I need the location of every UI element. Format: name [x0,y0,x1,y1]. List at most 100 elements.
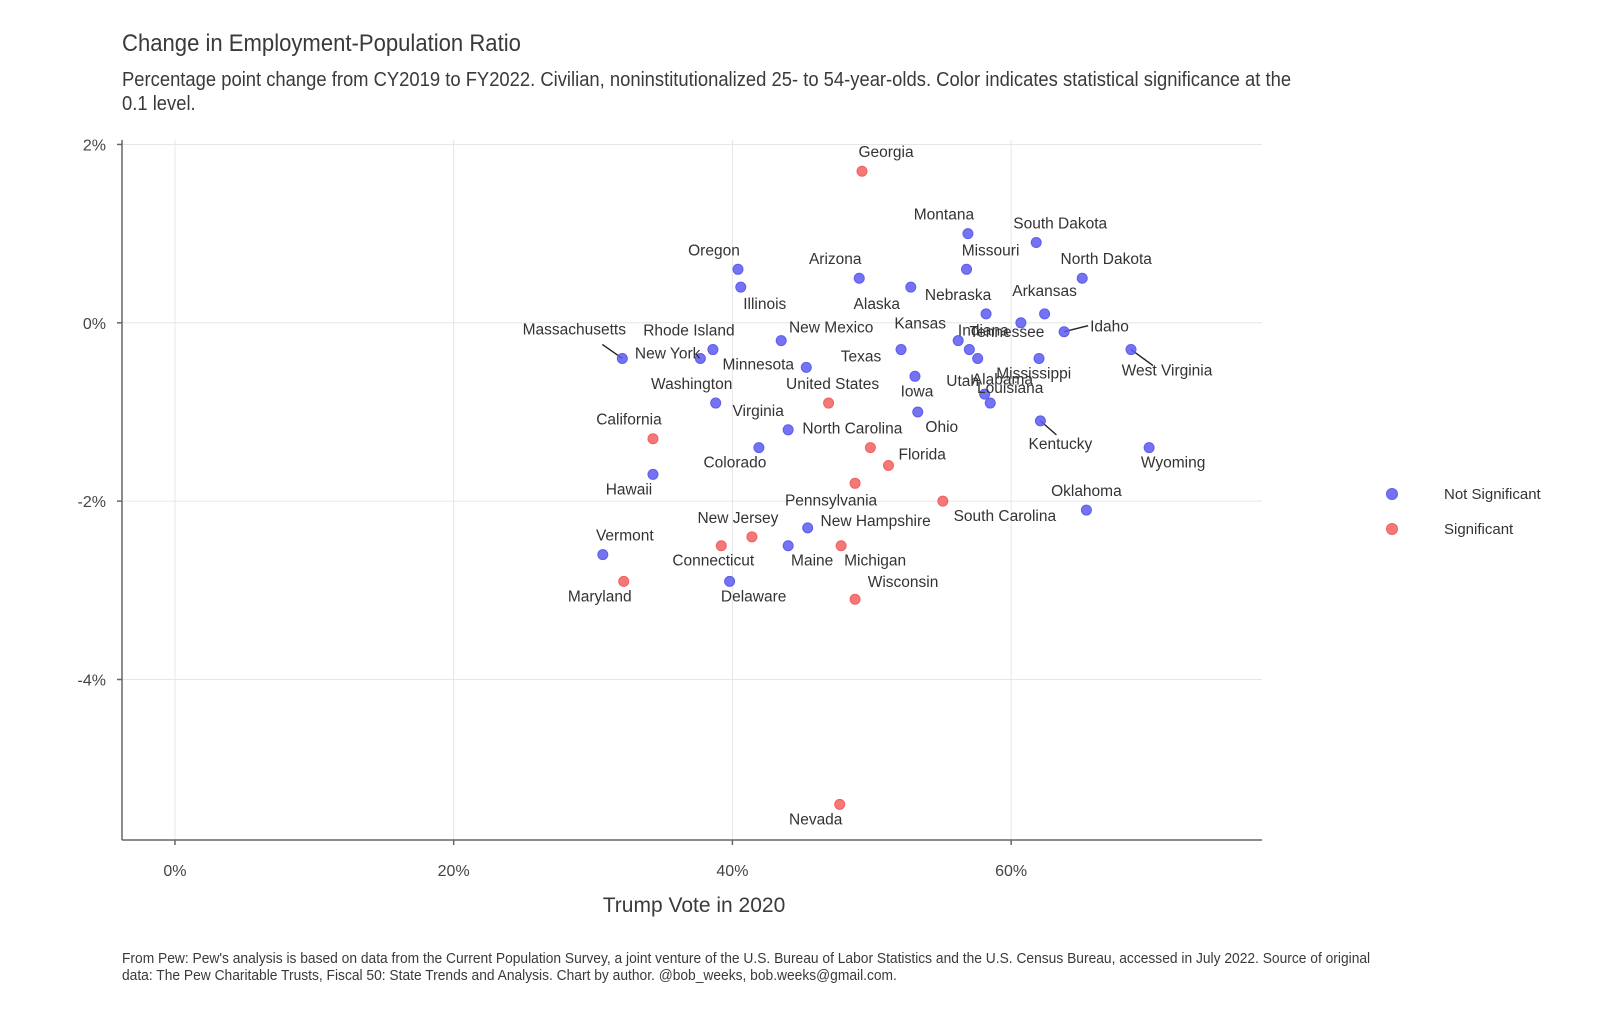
label-kansas: Kansas [894,316,946,333]
point-arizona [853,272,865,284]
label-massachusetts: Massachusetts [523,321,627,338]
label-oregon: Oregon [688,242,740,259]
label-iowa: Iowa [901,383,934,400]
label-missouri: Missouri [962,242,1020,259]
legend-key-not-significant [1386,488,1398,500]
point-north-dakota [1076,272,1088,284]
y-tick-label: -4% [78,672,106,689]
point-hawaii [647,468,659,480]
point-maryland [618,575,630,587]
label-nevada: Nevada [789,811,843,828]
point-alabama [1033,352,1045,364]
label-south-carolina: South Carolina [954,508,1057,525]
label-maine: Maine [791,553,833,570]
chart-subtitle: Percentage point change from CY2019 to F… [122,69,1292,115]
point-rhode-island [707,344,719,356]
data-points [597,165,1155,810]
label-vermont: Vermont [596,528,654,545]
point-florida [883,459,895,471]
point-connecticut [715,540,727,552]
label-north-carolina: North Carolina [802,421,902,438]
axes: 2% 0% -2% -4% 0% 20% 40% 60% [78,137,1262,880]
point-virginia [782,424,794,436]
point-california [647,433,659,445]
label-rhode-island: Rhode Island [643,323,734,340]
label-michigan: Michigan [844,553,906,570]
legend-label-not-significant: Not Significant [1444,486,1542,503]
point-massachusetts [616,352,628,364]
point-maine [782,540,794,552]
label-tennessee: Tennessee [969,324,1044,341]
x-axis-title: Trump Vote in 2020 [603,894,786,917]
legend-key-significant [1386,523,1398,535]
label-nebraska: Nebraska [925,287,992,304]
point-missouri [961,263,973,275]
point-kansas [952,335,964,347]
point-pennsylvania [849,477,861,489]
point-nebraska [980,308,992,320]
point-south-dakota [1030,237,1042,249]
label-hawaii: Hawaii [606,481,653,498]
x-tick-label: 40% [716,863,748,880]
point-tennessee [1015,317,1027,329]
x-tick-label: 0% [163,863,186,880]
label-colorado: Colorado [703,455,766,472]
point-georgia [856,165,868,177]
point-iowa [909,370,921,382]
label-south-dakota: South Dakota [1013,216,1107,233]
data-labels: Georgia Montana South Dakota Oregon Missouri… [523,144,1213,828]
point-louisiana [984,397,996,409]
label-utah: Utah [946,373,979,390]
label-louisiana: Louisiana [977,380,1044,397]
point-south-carolina [937,495,949,507]
point-michigan [835,540,847,552]
point-mississippi [972,352,984,364]
point-colorado [753,442,765,454]
label-idaho: Idaho [1090,319,1129,336]
point-texas [895,344,907,356]
label-florida: Florida [899,446,947,463]
point-delaware [724,575,736,587]
label-alabama: Alabama [972,371,1034,388]
point-minnesota [800,361,812,373]
label-kentucky: Kentucky [1029,436,1093,453]
label-united-states: United States [786,376,879,393]
label-maryland: Maryland [568,588,632,605]
label-new-york: New York [635,345,701,362]
point-north-carolina [864,442,876,454]
label-texas: Texas [841,349,882,366]
point-arkansas [1039,308,1051,320]
label-new-mexico: New Mexico [789,320,873,337]
point-wyoming [1143,442,1155,454]
chart-title: Change in Employment-Population Ratio [122,30,521,57]
point-nevada [834,798,846,810]
point-ohio [912,406,924,418]
point-utah [979,388,991,400]
point-montana [962,228,974,240]
point-new-hampshire [802,522,814,534]
label-mississippi: Mississippi [996,365,1071,382]
point-kentucky [1034,415,1046,427]
label-indiana: Indiana [958,323,1009,340]
label-alaska: Alaska [854,296,901,313]
y-tick-label: -2% [78,494,106,511]
label-new-jersey: New Jersey [697,510,778,527]
label-pennsylvania: Pennsylvania [785,492,878,509]
label-north-dakota: North Dakota [1061,251,1153,268]
point-west-virginia [1125,344,1137,356]
chart-caption: From Pew: Pew's analysis is based on dat… [122,950,1371,984]
legend: Not Significant Significant [1386,486,1542,538]
y-tick-label: 0% [83,316,106,333]
y-tick-label: 2% [83,137,106,154]
point-vermont [597,549,609,561]
label-montana: Montana [914,207,975,224]
point-indiana [963,344,975,356]
label-wisconsin: Wisconsin [868,574,939,591]
label-delaware: Delaware [721,588,786,605]
point-oklahoma [1080,504,1092,516]
point-alaska [905,281,917,293]
point-washington [710,397,722,409]
point-illinois [735,281,747,293]
label-west-virginia: West Virginia [1122,363,1213,380]
